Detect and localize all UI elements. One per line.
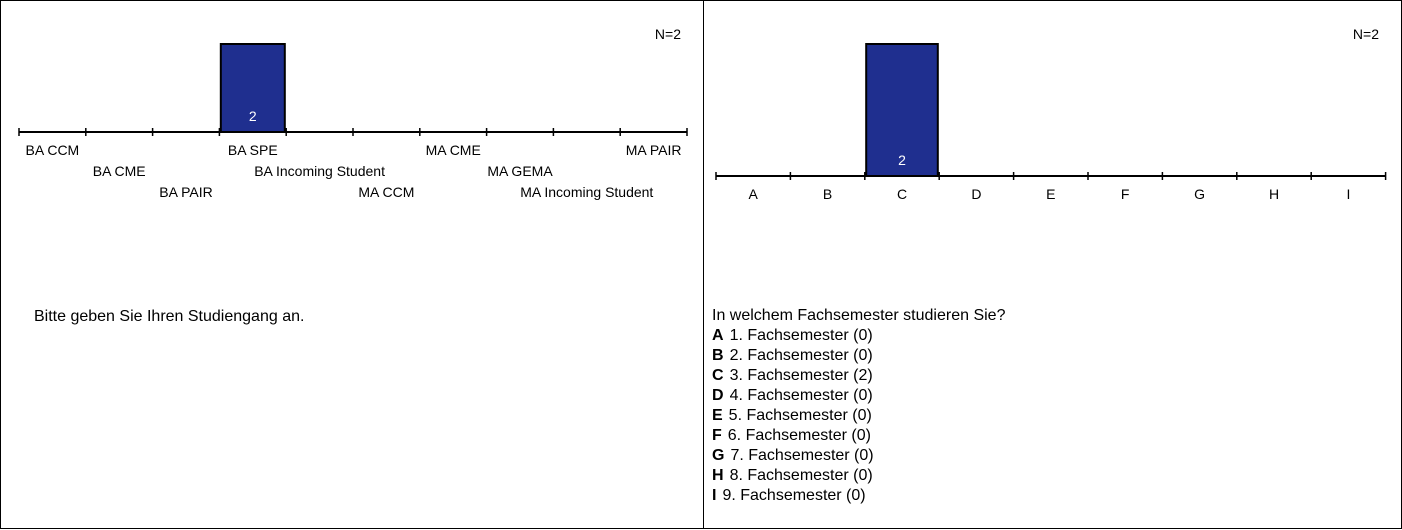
answer-option: G 7. Fachsemester (0)	[712, 446, 874, 466]
studiengang-panel: BA CCM BA CME BA PAIR 2 BA SPE BA Incoming St…	[0, 0, 704, 529]
category-label-e: E	[1046, 186, 1055, 202]
option-key: A	[712, 327, 724, 344]
bar-ba-spe	[219, 43, 286, 133]
question-text: In welchem Fachsemester studieren Sie?	[712, 307, 1006, 324]
category-label-ba-ccm: BA CCM	[26, 142, 80, 158]
option-text: 4. Fachsemester (0)	[729, 387, 873, 404]
category-label-i: I	[1346, 186, 1350, 202]
question-text: Bitte geben Sie Ihren Studiengang an.	[34, 308, 305, 325]
category-label-d: D	[971, 186, 981, 202]
option-key: B	[712, 347, 724, 364]
category-label-ma-pair: MA PAIR	[626, 142, 682, 158]
option-key: C	[712, 367, 724, 384]
category-label-ba-cme: BA CME	[93, 163, 146, 179]
answer-option: F 6. Fachsemester (0)	[712, 426, 874, 446]
answer-option: E 5. Fachsemester (0)	[712, 406, 874, 426]
category-label-b: B	[823, 186, 832, 202]
bar-c	[865, 43, 939, 177]
option-text: 2. Fachsemester (0)	[729, 347, 873, 364]
option-key: H	[712, 467, 724, 484]
category-label-ma-ccm: MA CCM	[358, 184, 414, 200]
option-text: 3. Fachsemester (2)	[729, 367, 873, 384]
category-label-g: G	[1194, 186, 1205, 202]
sample-size-label: N=2	[654, 26, 681, 42]
data-label-c: 2	[898, 152, 906, 168]
category-label-ba-pair: BA PAIR	[159, 184, 212, 200]
answer-option: H 8. Fachsemester (0)	[712, 466, 874, 486]
option-key: D	[712, 387, 724, 404]
option-text: 5. Fachsemester (0)	[728, 407, 872, 424]
answer-option: A 1. Fachsemester (0)	[712, 326, 874, 346]
category-label-ba-incoming-student: BA Incoming Student	[254, 163, 385, 179]
option-key: G	[712, 447, 725, 464]
category-label-ba-spe: BA SPE	[228, 142, 278, 158]
option-text: 9. Fachsemester (0)	[722, 487, 866, 504]
category-label-ma-cme: MA CME	[426, 142, 481, 158]
option-text: 7. Fachsemester (0)	[730, 447, 874, 464]
answer-option: C 3. Fachsemester (2)	[712, 366, 874, 386]
category-label-f: F	[1121, 186, 1130, 202]
answer-option: I 9. Fachsemester (0)	[712, 486, 874, 506]
answer-option: D 4. Fachsemester (0)	[712, 386, 874, 406]
studiengang-chart: BA CCM BA CME BA PAIR 2 BA SPE BA Incoming St…	[18, 43, 688, 200]
data-label-ba-spe: 2	[249, 108, 257, 124]
category-label-ma-incoming-student: MA Incoming Student	[520, 184, 653, 200]
category-label-a: A	[749, 186, 759, 202]
option-text: 6. Fachsemester (0)	[727, 427, 871, 444]
answer-options-list: A 1. Fachsemester (0) B 2. Fachsemester (0…	[712, 326, 874, 506]
option-key: F	[712, 427, 722, 444]
category-label-c: C	[897, 186, 907, 202]
option-key: E	[712, 407, 723, 424]
option-text: 1. Fachsemester (0)	[729, 327, 873, 344]
fachsemester-chart: A B 2 C D E F G H I	[715, 43, 1387, 202]
option-text: 8. Fachsemester (0)	[729, 467, 873, 484]
category-label-h: H	[1269, 186, 1279, 202]
category-label-ma-gema: MA GEMA	[487, 163, 553, 179]
sample-size-label: N=2	[1352, 26, 1379, 42]
option-key: I	[712, 487, 717, 504]
answer-option: B 2. Fachsemester (0)	[712, 346, 874, 366]
